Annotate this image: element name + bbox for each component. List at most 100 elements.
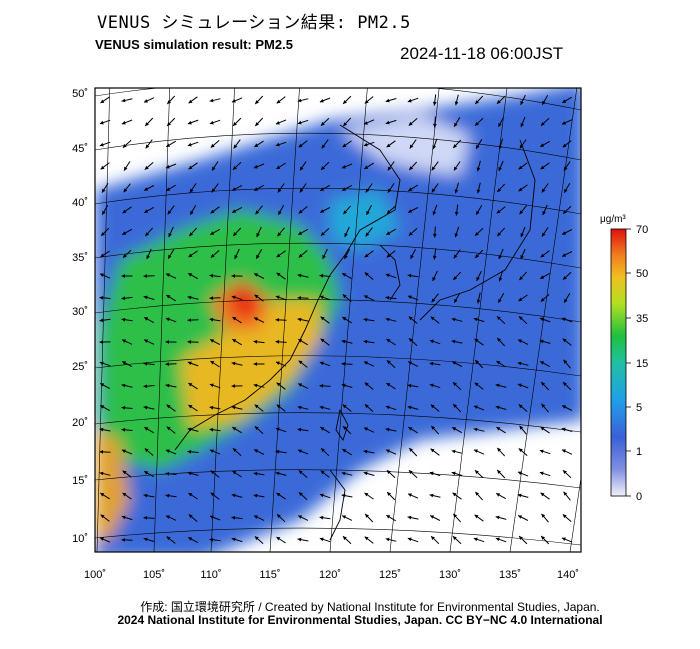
wind-arrowhead bbox=[497, 232, 502, 237]
wind-arrowhead bbox=[210, 361, 215, 365]
wind-arrowhead bbox=[344, 233, 348, 237]
wind-arrowhead bbox=[386, 143, 391, 148]
wind-arrowhead bbox=[231, 274, 236, 278]
wind-arrowhead bbox=[123, 188, 128, 193]
wind-arrowhead bbox=[364, 536, 369, 541]
wind-arrowhead bbox=[562, 338, 567, 343]
wind-arrowhead bbox=[519, 144, 524, 149]
wind-arrowhead bbox=[321, 144, 326, 149]
wind-arrowhead bbox=[475, 470, 479, 475]
wind-arrowhead bbox=[409, 448, 413, 452]
wind-arrowhead bbox=[386, 383, 391, 387]
wind-arrowhead bbox=[476, 299, 481, 304]
lon-label: 115˚ bbox=[259, 569, 280, 581]
lon-label: 100˚ bbox=[84, 569, 106, 581]
wind-arrowhead bbox=[341, 471, 346, 476]
wind-arrowhead bbox=[520, 123, 525, 128]
wind-arrowhead bbox=[100, 165, 105, 170]
wind-arrowhead bbox=[495, 405, 500, 410]
wind-arrowhead bbox=[319, 361, 324, 366]
wind-arrowhead bbox=[540, 253, 545, 258]
wind-arrowhead bbox=[275, 471, 280, 476]
wind-arrowhead bbox=[143, 295, 148, 300]
wind-arrowhead bbox=[322, 255, 326, 259]
wind-arrowhead bbox=[102, 210, 106, 215]
wind-arrowhead bbox=[122, 339, 126, 343]
wind-arrowhead bbox=[145, 232, 150, 237]
wind-arrowhead bbox=[100, 383, 105, 387]
wind-arrowhead bbox=[233, 122, 237, 126]
wind-arrowhead bbox=[542, 211, 546, 215]
wind-arrowhead bbox=[540, 492, 545, 497]
wind-arrowhead bbox=[298, 209, 303, 214]
lat-label: 50˚ bbox=[72, 88, 88, 100]
wind-arrowhead bbox=[121, 405, 126, 410]
wind-arrowhead bbox=[518, 448, 523, 453]
lat-label: 20˚ bbox=[72, 417, 88, 429]
wind-arrowhead bbox=[431, 425, 436, 430]
wind-arrowhead bbox=[562, 514, 567, 519]
wind-arrowhead bbox=[408, 209, 413, 213]
meridian-100 bbox=[96, 88, 111, 552]
wind-arrowhead bbox=[518, 339, 522, 343]
wind-arrowhead bbox=[341, 165, 346, 169]
wind-arrowhead bbox=[253, 493, 258, 498]
wind-arrowhead bbox=[518, 297, 523, 302]
wind-arrowhead bbox=[319, 98, 324, 103]
wind-arrowhead bbox=[497, 470, 501, 474]
wind-arrowhead bbox=[497, 188, 502, 192]
wind-arrowhead bbox=[277, 514, 281, 518]
timestamp-label: 2024-11-18 06:00JST bbox=[400, 44, 564, 63]
wind-arrowhead bbox=[385, 317, 390, 322]
map-area bbox=[95, 88, 581, 552]
wind-arrowhead bbox=[209, 296, 214, 300]
wind-arrowhead bbox=[474, 514, 479, 519]
wind-arrowhead bbox=[518, 515, 523, 519]
wind-arrowhead bbox=[432, 211, 437, 216]
wind-arrowhead bbox=[143, 516, 148, 520]
wind-arrowhead bbox=[518, 187, 523, 192]
high-south-china bbox=[180, 300, 320, 430]
wind-arrowhead bbox=[343, 426, 347, 430]
wind-arrowhead bbox=[122, 470, 127, 475]
wind-arrowhead bbox=[408, 361, 412, 365]
wind-arrowhead bbox=[99, 318, 104, 323]
wind-arrowhead bbox=[254, 449, 259, 453]
wind-arrowhead bbox=[563, 210, 567, 214]
wind-arrowhead bbox=[122, 231, 127, 235]
wind-arrowhead bbox=[519, 536, 523, 540]
wind-arrowhead bbox=[363, 471, 368, 476]
wind-arrowhead bbox=[430, 515, 435, 519]
wind-arrowhead bbox=[476, 144, 480, 149]
wind-arrowhead bbox=[298, 515, 303, 519]
wind-arrowhead bbox=[188, 537, 193, 541]
credit-line: 作成: 国立環境研究所 / Created by National Instit… bbox=[140, 600, 600, 614]
wind-arrowhead bbox=[319, 273, 324, 278]
wind-arrowhead bbox=[517, 361, 522, 366]
wind-arrowhead bbox=[231, 384, 235, 388]
wind-arrowhead bbox=[210, 492, 215, 497]
wind-arrowhead bbox=[454, 233, 459, 238]
lon-label: 105˚ bbox=[143, 569, 165, 581]
wind-arrowhead bbox=[342, 317, 347, 321]
lon-label: 130˚ bbox=[439, 569, 461, 581]
wind-vectors bbox=[99, 94, 573, 545]
meridian-120 bbox=[329, 88, 368, 552]
wind-arrowhead bbox=[341, 339, 346, 344]
wind-arrowhead bbox=[364, 121, 368, 125]
wind-arrowhead bbox=[210, 339, 215, 343]
wind-arrowhead bbox=[540, 426, 545, 431]
wind-arrowhead bbox=[386, 515, 391, 519]
wind-arrowhead bbox=[452, 492, 457, 497]
wind-arrowhead bbox=[563, 276, 567, 280]
wind-arrowhead bbox=[188, 405, 193, 409]
wind-arrowhead bbox=[321, 232, 325, 236]
wind-arrowhead bbox=[145, 122, 149, 126]
wind-arrowhead bbox=[452, 361, 457, 365]
wind-arrowhead bbox=[408, 316, 413, 321]
wind-arrowhead bbox=[276, 165, 281, 169]
wind-arrowhead bbox=[320, 187, 325, 191]
wind-arrowhead bbox=[453, 404, 457, 408]
wind-arrowhead bbox=[100, 537, 104, 541]
wind-arrowhead bbox=[319, 493, 324, 498]
